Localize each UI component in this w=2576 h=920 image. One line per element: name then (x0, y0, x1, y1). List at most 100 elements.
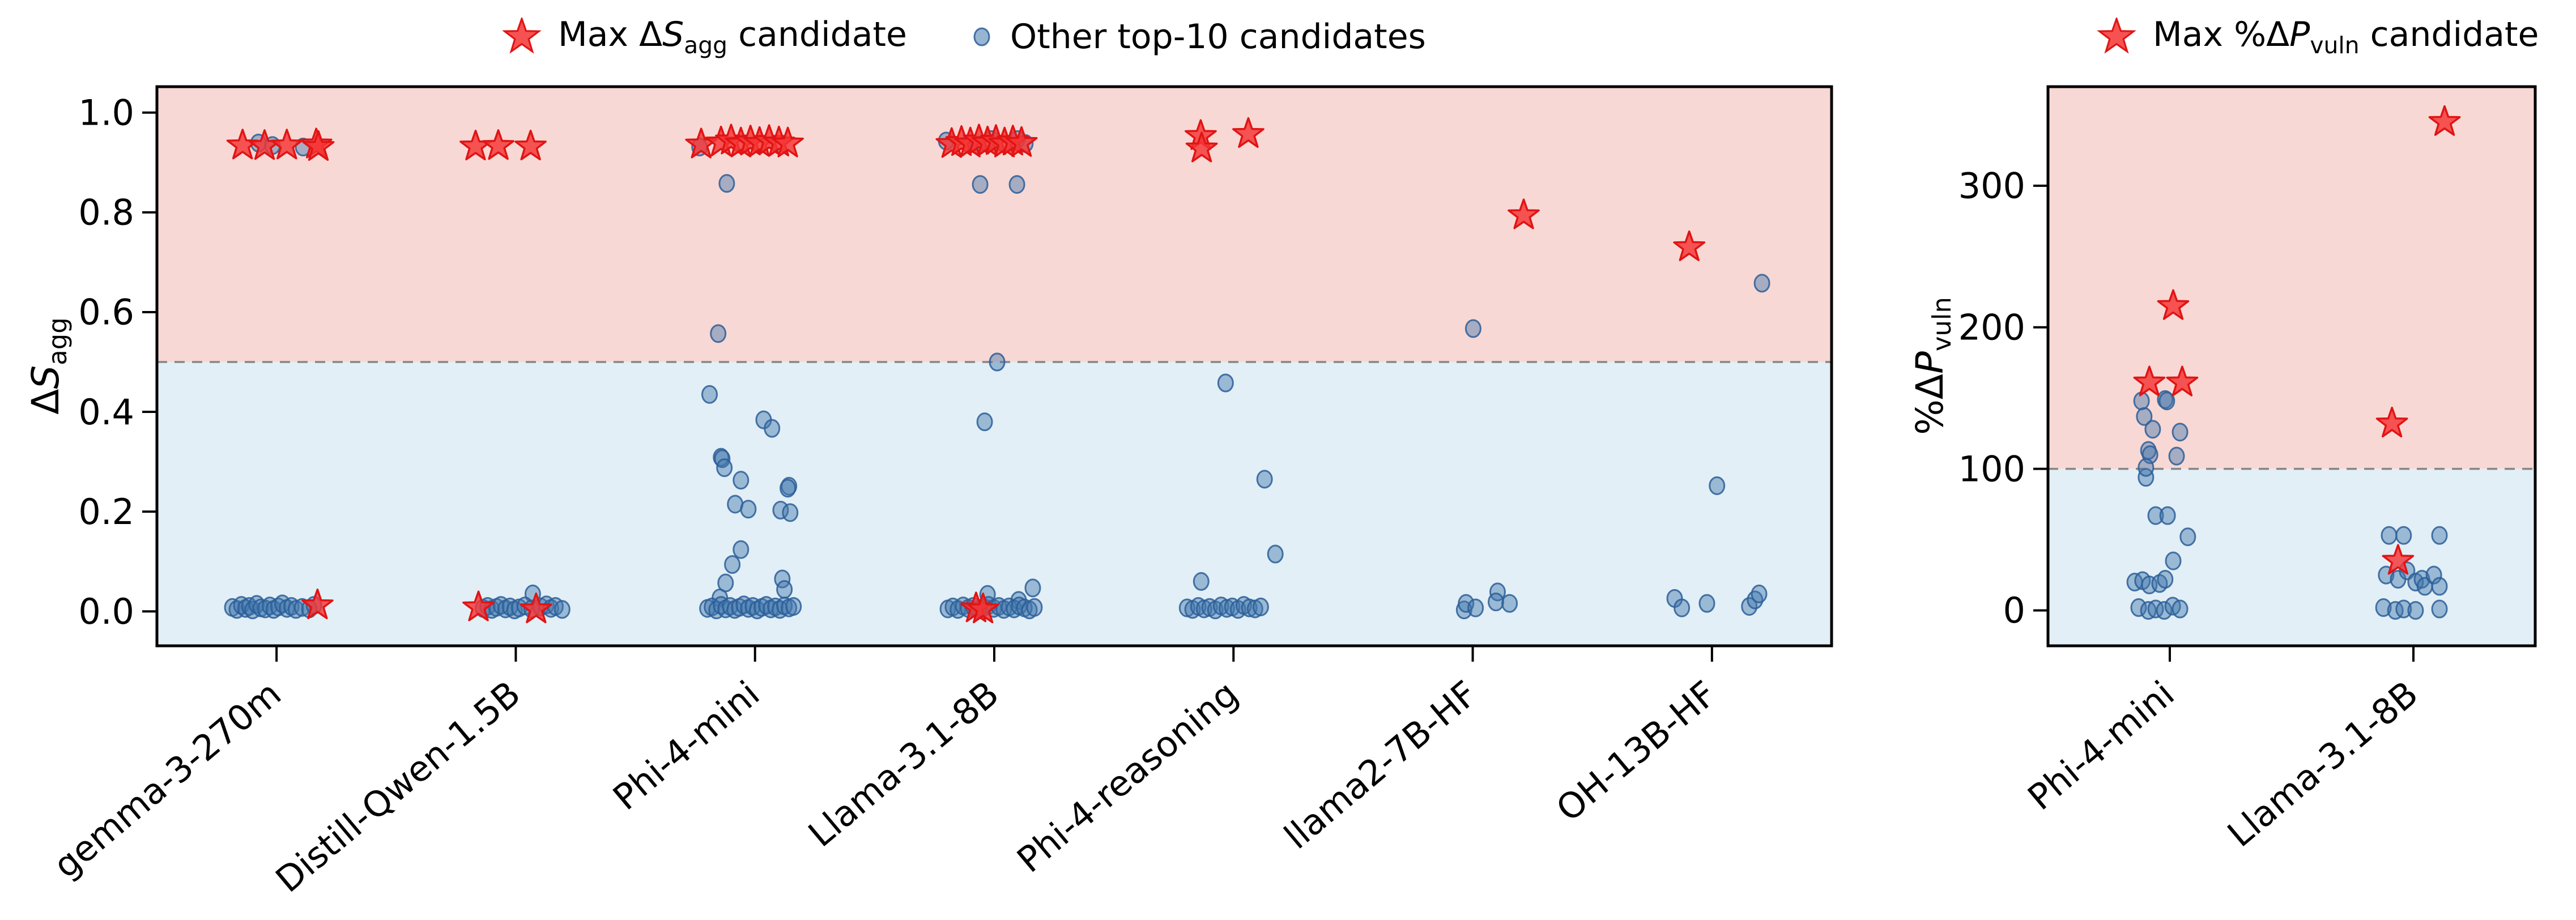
y-tick-label: 0 (2003, 590, 2025, 631)
dot-point (2158, 391, 2175, 411)
y-tick-label: 100 (1958, 448, 2025, 489)
dot-point (1488, 593, 1505, 612)
dot-point (2130, 598, 2147, 617)
dot-point (1193, 572, 1210, 591)
dot-point (2431, 599, 2448, 619)
star-point (2382, 544, 2415, 575)
x-tick-label: Phi-4-reasoning (1009, 673, 1246, 881)
band-below-threshold (2048, 468, 2535, 646)
dot-point (2157, 570, 2174, 589)
dot-point (1674, 598, 1691, 617)
dot-point (2156, 601, 2173, 620)
legend-label-other-candidates: Other top-10 candidates (1010, 17, 1426, 57)
legend-item-other-candidates: Other top-10 candidates (969, 17, 1426, 57)
star-point (966, 592, 999, 624)
star-point (2166, 365, 2199, 397)
star-point (772, 126, 804, 157)
legend-right: Max %ΔPvuln candidate (2096, 15, 2539, 59)
star-point (514, 129, 547, 161)
star-icon (2097, 18, 2136, 54)
dot-point (553, 600, 570, 619)
star-point (2428, 105, 2461, 136)
legend-label-max-pvuln: Max %ΔPvuln candidate (2153, 15, 2539, 59)
left-y-axis-label: ΔSagg (24, 317, 73, 415)
dot-point (785, 597, 802, 616)
dot-point (989, 352, 1006, 372)
star-point (462, 590, 495, 621)
dot-point (716, 458, 733, 478)
dot-point (772, 501, 789, 520)
y-tick-label: 0.4 (78, 391, 134, 433)
x-tick-label: Distill-Qwen-1.5B (268, 673, 528, 901)
dot-point (2171, 599, 2188, 619)
y-tick-label: 1.0 (78, 92, 134, 133)
dot-point (2171, 423, 2188, 442)
star-point (1508, 198, 1540, 229)
dot-point (2144, 420, 2161, 439)
dot-point (1026, 598, 1043, 617)
dot-point (2136, 407, 2153, 426)
dot-point (733, 540, 750, 559)
dot-point (1501, 594, 1518, 613)
dot-icon (973, 27, 990, 46)
dot-point (1252, 597, 1269, 616)
legend-item-max-pvuln: Max %ΔPvuln candidate (2096, 15, 2539, 59)
dot-point (1008, 175, 1025, 194)
dot-point (2431, 526, 2448, 545)
dot-point (2168, 446, 2185, 466)
star-icon (502, 18, 542, 54)
dot-point (1709, 476, 1726, 495)
star-point (301, 588, 334, 620)
dot-point (1267, 544, 1284, 564)
dot-point (1464, 319, 1481, 338)
dot-point (701, 385, 718, 404)
dot-point (287, 600, 304, 619)
band-above-threshold (2048, 87, 2535, 469)
legend-label-max-sagg: Max ΔSagg candidate (558, 15, 907, 59)
dot-point (2395, 599, 2412, 619)
x-tick-label: gemma-3-270m (45, 673, 288, 887)
x-tick-label: Llama-3.1-8B (2220, 673, 2426, 855)
dot-point (724, 555, 741, 574)
dot-point (2407, 601, 2424, 620)
star-point (1673, 230, 1706, 261)
star-point (302, 130, 335, 161)
dot-point (710, 324, 727, 343)
dot-point (1458, 594, 1475, 613)
y-tick-label: 0.6 (78, 292, 134, 333)
dot-point (764, 419, 781, 438)
y-tick-label: 0.8 (78, 192, 134, 233)
star-point (2133, 365, 2166, 397)
dot-point (1753, 274, 1770, 293)
dot-point (1467, 598, 1484, 617)
dot-point (718, 174, 735, 193)
dot-point (733, 471, 750, 490)
axes-frame (155, 85, 1833, 648)
dot-point (2431, 577, 2448, 596)
star-point (1232, 117, 1264, 148)
dot-point (2138, 468, 2155, 487)
y-tick-label: 300 (1958, 165, 2025, 207)
dot-point (1024, 578, 1041, 598)
x-tick-label: Phi-4-mini (605, 673, 767, 819)
x-tick-label: OH-13B-HF (1548, 673, 1724, 830)
dot-point (782, 503, 799, 522)
legend-item-max-sagg: Max ΔSagg candidate (501, 15, 907, 59)
dot-point (2159, 506, 2176, 525)
dot-point (2381, 526, 2398, 545)
y-tick-label: 0.0 (78, 591, 134, 632)
axes-frame (2046, 85, 2537, 648)
dot-point (2165, 551, 2182, 570)
star-point (2375, 406, 2408, 438)
y-tick-label: 0.2 (78, 491, 134, 533)
dot-point (2147, 506, 2164, 525)
dot-point (1256, 470, 1273, 489)
dot-point (776, 580, 793, 599)
legend-left: Max ΔSagg candidate Other top-10 candida… (501, 15, 1426, 59)
dot-point (2425, 565, 2442, 585)
dot-point (2179, 527, 2196, 547)
dot-point (2138, 458, 2155, 477)
star-point (2157, 289, 2190, 320)
